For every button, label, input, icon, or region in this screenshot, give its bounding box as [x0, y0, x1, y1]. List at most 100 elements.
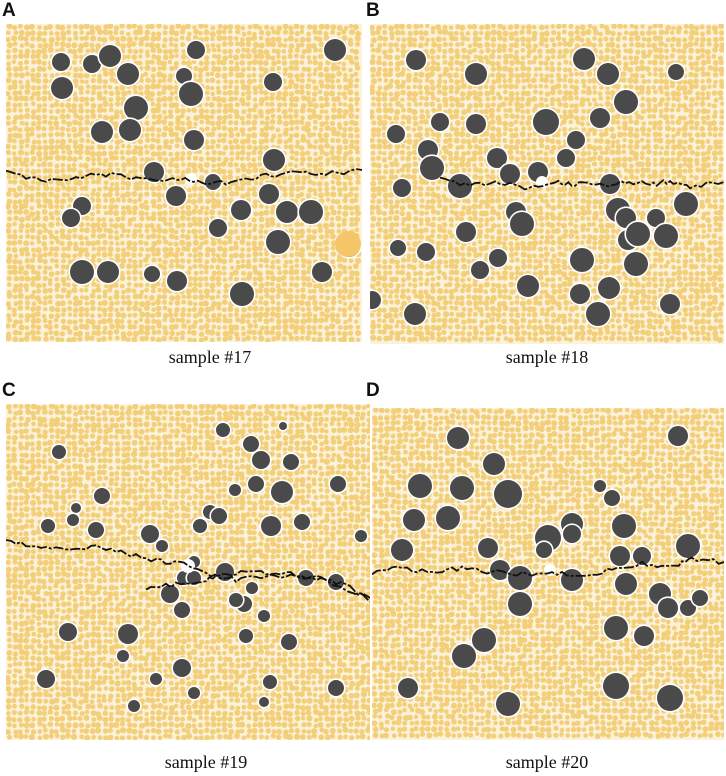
- inclusion-particle: [600, 174, 620, 194]
- inclusion-particle: [390, 240, 406, 256]
- crack-path: [372, 556, 724, 577]
- inclusion-particle: [243, 436, 259, 452]
- inclusion-particle: [610, 546, 630, 566]
- inclusion-particle: [604, 616, 628, 640]
- inclusion-particle: [324, 39, 346, 61]
- caption-sample-17: sample #17: [168, 347, 252, 367]
- sample-19-image: [6, 404, 370, 740]
- inclusion-particle: [393, 179, 411, 197]
- inclusion-particle: [156, 540, 168, 552]
- inclusion-particle: [508, 566, 532, 590]
- inclusion-particle: [184, 130, 204, 150]
- inclusion-particle: [258, 610, 270, 622]
- inclusion-particle: [117, 650, 129, 662]
- inclusion-particle: [52, 53, 70, 71]
- inclusion-particle: [496, 692, 520, 716]
- inclusion-particle: [647, 209, 665, 227]
- inclusion-particle: [594, 480, 606, 492]
- inclusion-particle: [510, 212, 534, 236]
- inclusion-particle: [533, 109, 559, 135]
- inclusion-particle: [494, 480, 522, 508]
- inclusion-particle: [500, 164, 520, 184]
- crack-path: [439, 176, 724, 191]
- inclusion-particle: [51, 77, 73, 99]
- inclusion-particle: [94, 488, 110, 504]
- inclusion-particle: [176, 68, 192, 84]
- inclusion-particle: [179, 82, 203, 106]
- inclusion-particle: [216, 423, 230, 437]
- inclusion-particle: [456, 222, 476, 242]
- inclusion-particle: [674, 192, 698, 216]
- inclusion-particle: [70, 260, 94, 284]
- inclusion-particle: [508, 592, 532, 616]
- crack-path: [6, 168, 362, 186]
- caption-sample-20: sample #20: [505, 752, 589, 772]
- inclusion-particle: [517, 275, 539, 297]
- panel-letter-c: C: [2, 380, 16, 401]
- inclusion-particle: [41, 519, 55, 533]
- inclusion-particle: [231, 200, 251, 220]
- inclusion-particle: [124, 96, 148, 120]
- inclusion-particle: [229, 593, 243, 607]
- inclusion-particle: [59, 623, 77, 641]
- inclusion-particle: [387, 125, 405, 143]
- inclusion-particle: [624, 252, 648, 276]
- inclusion-particle: [487, 148, 507, 168]
- inclusion-particle: [328, 680, 344, 696]
- inclusion-particle: [174, 602, 190, 618]
- inclusion-particle: [680, 600, 696, 616]
- sample-17-image: [6, 24, 362, 342]
- inclusion-particle: [271, 481, 293, 503]
- inclusion-particle: [187, 571, 201, 585]
- inclusion-particle: [692, 590, 708, 606]
- inclusion-particle: [598, 277, 620, 299]
- inclusion-particle: [88, 522, 104, 538]
- inclusion-particle: [263, 149, 285, 171]
- inclusion-particle: [586, 302, 610, 326]
- inclusion-particle: [561, 569, 583, 591]
- caption-sample-18: sample #18: [505, 347, 589, 367]
- inclusion-particle: [259, 184, 279, 204]
- inclusion-particle: [261, 516, 281, 536]
- inclusion-particle: [563, 525, 581, 543]
- inclusion-particle: [71, 503, 81, 513]
- inclusion-particle: [612, 514, 636, 538]
- inclusion-particle: [668, 426, 688, 446]
- inclusion-particle: [144, 162, 164, 182]
- inclusion-particle: [557, 149, 575, 167]
- inclusion-particle: [472, 628, 496, 652]
- inclusion-particle: [99, 45, 121, 67]
- inclusion-particle: [144, 266, 160, 282]
- inclusion-particle: [483, 453, 505, 475]
- inclusion-particle: [447, 427, 469, 449]
- inclusion-particle: [283, 454, 299, 470]
- inclusion-particle: [67, 514, 79, 526]
- inclusion-particle: [403, 509, 425, 531]
- inclusion-particle: [294, 514, 310, 530]
- inclusion-particle: [281, 634, 297, 650]
- inclusion-particle: [279, 422, 287, 430]
- caption-sample-19: sample #19: [164, 752, 248, 772]
- inclusion-particle: [355, 530, 367, 542]
- inclusion-particle: [62, 209, 80, 227]
- inclusion-particle: [489, 249, 507, 267]
- inclusion-particle: [450, 476, 474, 500]
- inclusion-particle: [408, 474, 432, 498]
- inclusion-particle: [420, 156, 444, 180]
- inclusion-particle: [330, 476, 346, 492]
- inclusion-particle: [478, 538, 498, 558]
- inclusion-particle: [83, 55, 101, 73]
- inclusion-particle: [431, 113, 449, 131]
- inclusion-particle: [252, 451, 270, 469]
- inclusion-particle: [239, 629, 253, 643]
- inclusion-particle: [597, 63, 619, 85]
- inclusion-particle: [370, 291, 381, 309]
- inclusion-particle: [209, 219, 227, 237]
- panel-letter-a: A: [2, 0, 16, 21]
- inclusion-particle: [398, 678, 418, 698]
- sample-20-image: [372, 408, 724, 740]
- inclusion-particle: [417, 243, 435, 261]
- inclusion-particle: [128, 700, 140, 712]
- inclusion-particle: [193, 519, 207, 533]
- inclusion-particle: [150, 673, 162, 685]
